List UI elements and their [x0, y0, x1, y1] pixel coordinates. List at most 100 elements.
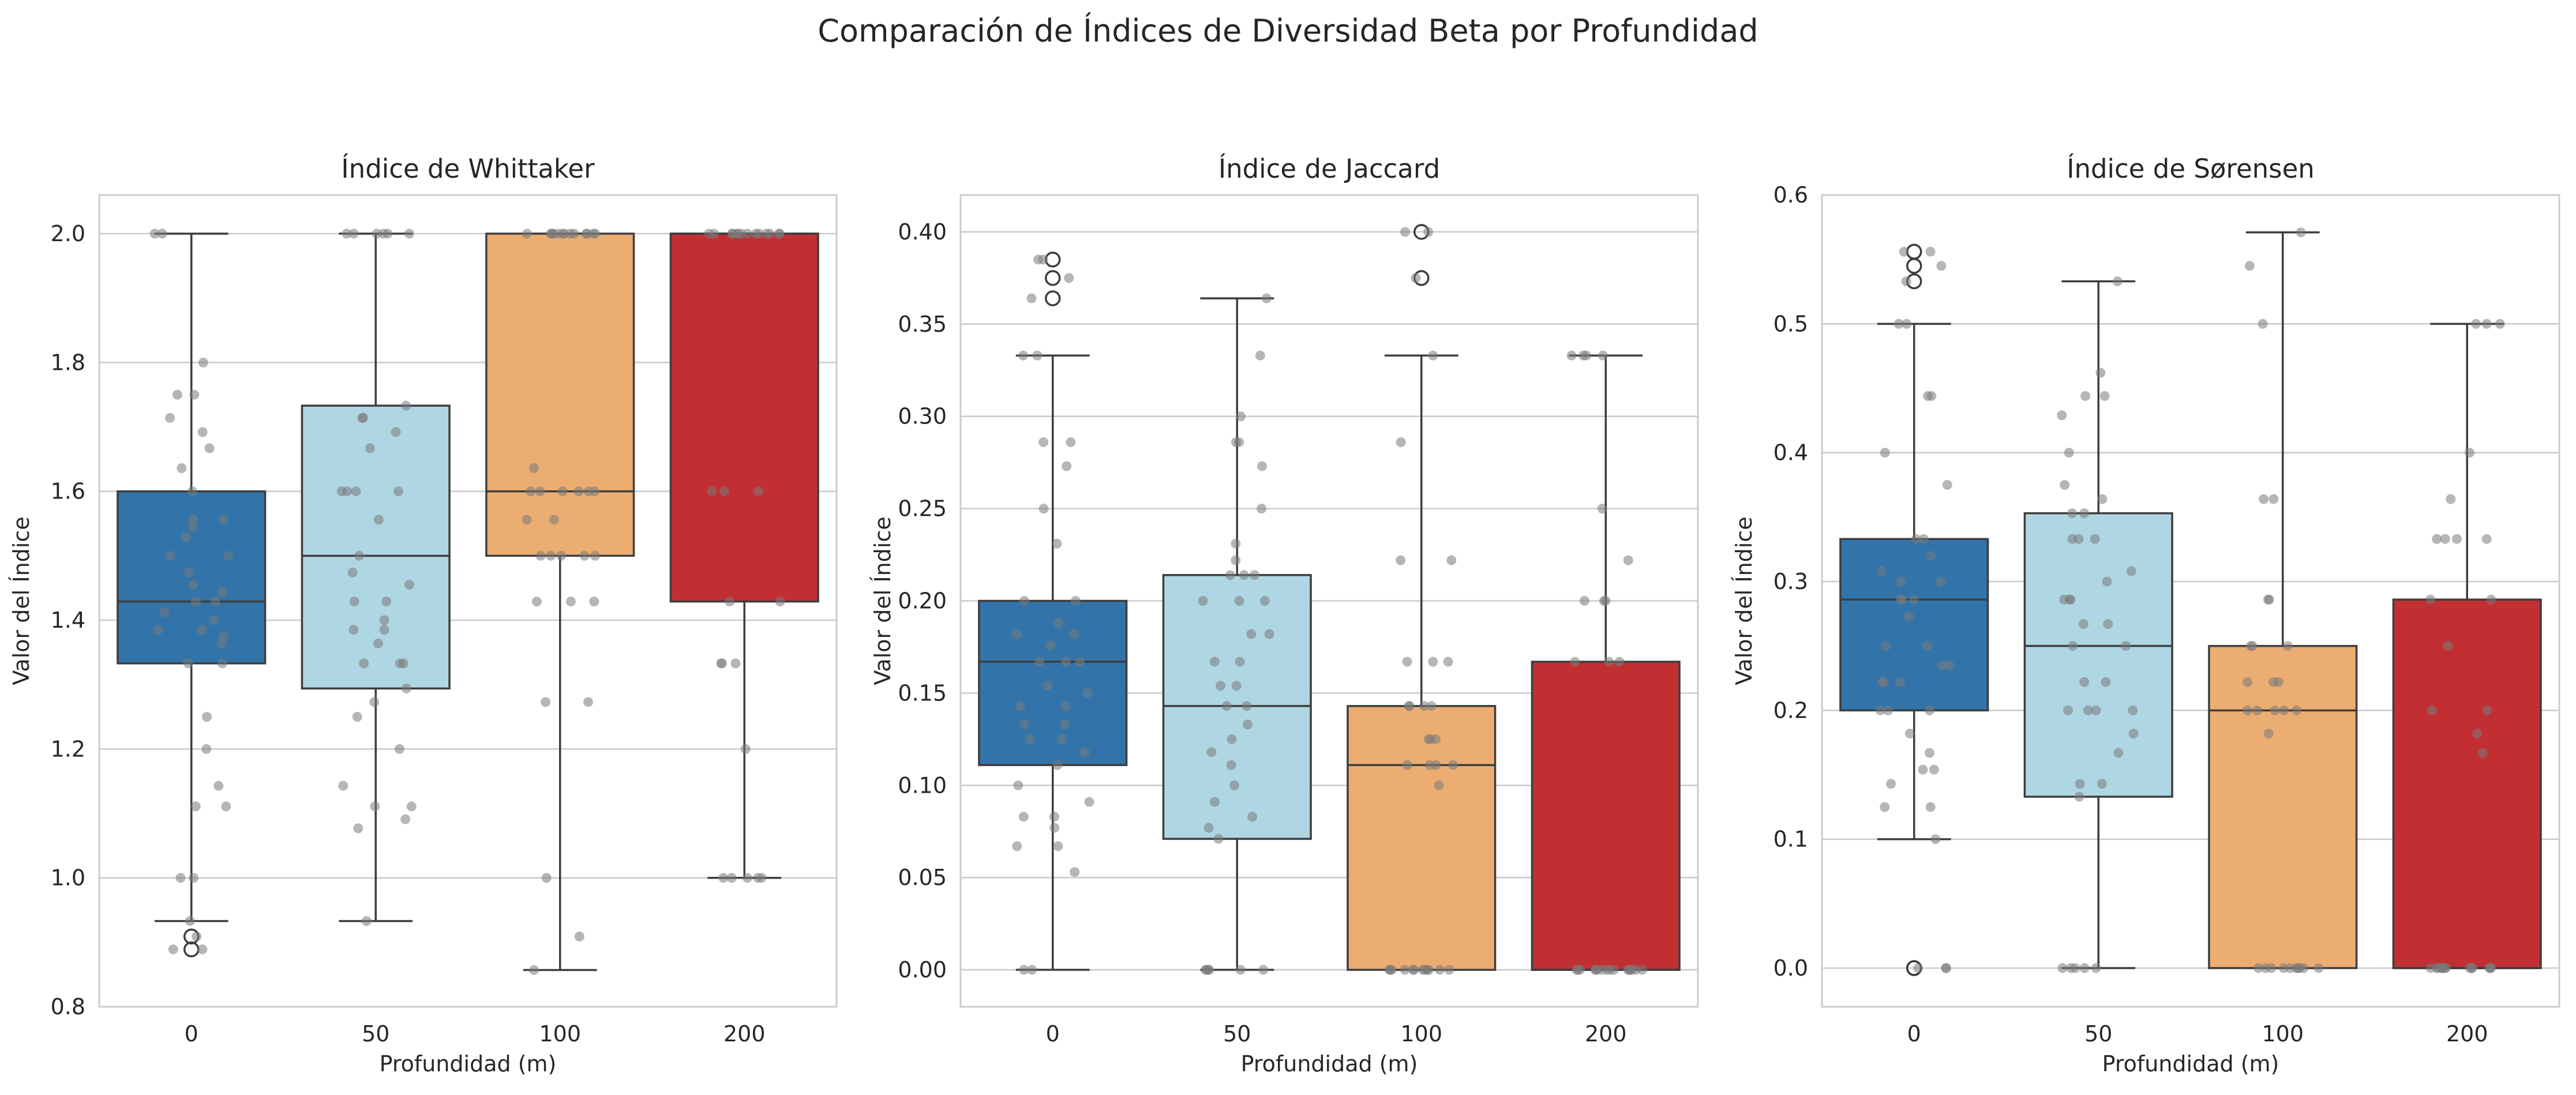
data-point — [221, 801, 231, 812]
data-point — [579, 550, 590, 561]
data-point — [1423, 734, 1434, 744]
data-point — [381, 597, 392, 607]
y-tick-label: 1.6 — [51, 479, 85, 504]
x-tick-label: 200 — [2446, 1021, 2488, 1047]
data-point — [1913, 963, 1923, 973]
data-point — [2482, 705, 2492, 715]
x-tick-label: 50 — [2084, 1021, 2112, 1047]
data-point — [1257, 461, 1268, 471]
data-point — [1402, 760, 1412, 770]
data-point — [1066, 437, 1076, 447]
data-point — [1426, 701, 1437, 711]
data-point — [358, 412, 369, 423]
data-point — [1877, 677, 1888, 687]
x-axis-label: Profundidad (m) — [380, 1051, 557, 1077]
x-tick-label: 0 — [1046, 1021, 1060, 1047]
data-point — [187, 486, 197, 497]
data-point — [775, 597, 785, 607]
data-point — [2101, 677, 2111, 687]
data-point — [1231, 538, 1241, 549]
data-point — [726, 873, 737, 883]
data-point — [2060, 480, 2070, 490]
data-point — [1880, 802, 1890, 812]
y-tick-label: 0.3 — [1773, 569, 1808, 594]
data-point — [1904, 729, 1915, 739]
data-point — [2268, 677, 2278, 687]
data-point — [1431, 760, 1441, 770]
data-point — [183, 658, 193, 669]
data-point — [2485, 963, 2495, 973]
data-point — [2243, 677, 2253, 687]
data-point — [1936, 261, 1947, 271]
data-point — [728, 228, 738, 239]
data-point — [404, 228, 414, 239]
data-point — [2467, 963, 2477, 973]
data-point — [1259, 596, 1270, 606]
data-point — [1231, 555, 1241, 565]
data-point — [2128, 729, 2139, 739]
data-point — [1018, 350, 1029, 361]
data-point — [1446, 555, 1457, 565]
data-point — [2099, 391, 2110, 401]
data-point — [582, 228, 592, 239]
data-point — [2263, 594, 2273, 605]
chart-panel-3: 0.0 0.1 0.2 0.3 0.4 0.5 0.6 0 50 100 200 Profundida… — [1731, 153, 2560, 1077]
data-point — [177, 463, 187, 473]
data-point — [541, 873, 552, 883]
data-point — [1411, 273, 1421, 283]
data-point — [1435, 965, 1445, 975]
data-point — [2471, 318, 2481, 329]
data-point — [2103, 619, 2113, 629]
data-point — [1402, 657, 1412, 667]
data-point — [557, 486, 568, 497]
box-200 — [1531, 661, 1681, 971]
data-point — [2113, 748, 2124, 758]
data-point — [217, 587, 227, 597]
data-point — [2481, 318, 2492, 329]
data-point — [1902, 318, 1912, 329]
y-axis-label: Valor del Índice — [9, 516, 34, 685]
data-point — [573, 486, 584, 497]
data-point — [1060, 719, 1070, 730]
x-tick-label: 100 — [539, 1021, 581, 1047]
x-tick-label: 50 — [1223, 1021, 1251, 1047]
data-point — [153, 625, 163, 635]
y-tick-label: 0.25 — [898, 496, 947, 522]
data-point — [1880, 448, 1890, 458]
y-tick-label: 2.0 — [51, 221, 85, 246]
data-point — [1264, 629, 1274, 639]
figure-title: Comparación de Índices de Diversidad Bet… — [818, 13, 1758, 49]
data-point — [1637, 965, 1647, 975]
data-point — [157, 228, 167, 239]
data-point — [1201, 965, 1211, 975]
data-point — [1255, 350, 1265, 361]
data-point — [342, 228, 352, 239]
y-tick-label: 1.0 — [51, 865, 85, 891]
data-point — [1591, 965, 1601, 975]
data-point — [753, 486, 764, 497]
data-point — [2298, 963, 2309, 973]
x-tick-label: 100 — [1400, 1021, 1442, 1047]
data-point — [190, 597, 201, 607]
x-tick-label: 100 — [2262, 1021, 2304, 1047]
data-point — [2495, 318, 2505, 329]
panel-title: Índice de Whittaker — [341, 153, 595, 184]
data-point — [188, 522, 198, 532]
data-point — [2059, 594, 2069, 605]
data-point — [2259, 494, 2269, 504]
data-point — [1614, 657, 1625, 667]
data-point — [1926, 550, 1936, 561]
data-point — [1579, 596, 1589, 606]
panel-title: Índice de Jaccard — [1218, 153, 1440, 184]
data-point — [1572, 965, 1582, 975]
data-point — [1227, 734, 1237, 744]
outlier-marker — [1045, 270, 1061, 286]
data-point — [2057, 410, 2067, 421]
data-point — [1925, 802, 1936, 812]
chart-panel-2: 0.00 0.05 0.10 0.15 0.20 0.25 0.30 0.35 0.40 0 50 1… — [870, 153, 1699, 1077]
data-point — [197, 944, 208, 955]
data-point — [1598, 350, 1608, 361]
data-point — [1883, 705, 1893, 715]
data-point — [213, 781, 224, 791]
